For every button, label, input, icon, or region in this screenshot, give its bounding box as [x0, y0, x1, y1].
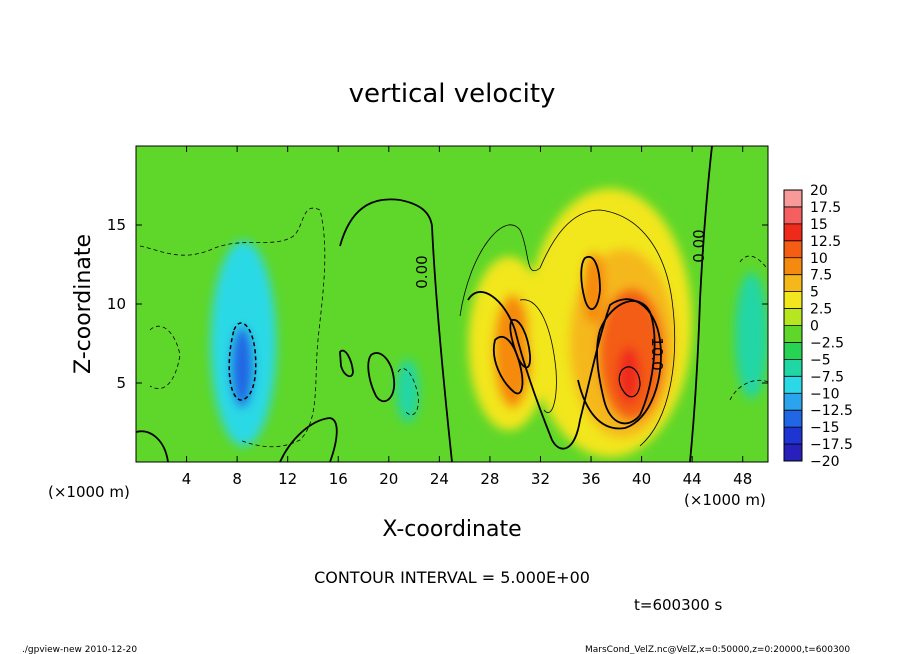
contour-interval: CONTOUR INTERVAL = 5.000E+00 [314, 568, 590, 587]
colorbar-block-3 [784, 240, 802, 259]
y-tick-label-1: 10 [107, 295, 126, 313]
colorbar-label-12: −10 [810, 386, 840, 402]
colorbar-label-7: 2.5 [810, 302, 832, 318]
x-tick-label-9: 40 [632, 470, 651, 488]
x-tick-label-4: 20 [379, 470, 398, 488]
colorbar-label-8: 0 [810, 319, 819, 335]
contour-ten-center [580, 255, 601, 311]
field-feature-2 [396, 359, 420, 423]
footer-right: MarsCond_VelZ.nc@VelZ,x=0:50000,z=0:2000… [585, 645, 850, 654]
chart-title: vertical velocity [349, 79, 556, 109]
colorbar-block-13 [784, 410, 802, 428]
colorbar-label-4: 10 [810, 251, 828, 267]
x-tick-label-3: 16 [329, 470, 348, 488]
contour-lines [136, 146, 768, 462]
colorbar-label-6: 5 [810, 285, 819, 301]
colorbar-label-5: 7.5 [810, 268, 832, 284]
colorbar-label-13: −12.5 [810, 403, 853, 419]
contour-zero-updraft-outer [467, 291, 662, 450]
contour-labels: 0.00 0.00 10.0 [413, 229, 708, 370]
x-tick-label-11: 48 [733, 470, 752, 488]
x-tick-label-6: 28 [480, 470, 499, 488]
colorbar-block-5 [784, 274, 802, 292]
colorbar-block-6 [784, 291, 802, 309]
colorbar-label-3: 12.5 [810, 234, 841, 250]
colorbar-block-9 [784, 342, 802, 360]
contour-neg-left-outer [139, 207, 326, 448]
contour-neg-left-inner [149, 325, 181, 389]
field-feature-3 [735, 272, 768, 399]
colorbar-label-11: −7.5 [810, 369, 844, 385]
x-tick-label-1: 8 [232, 470, 242, 488]
contour-label-zero-2: 0.00 [690, 229, 708, 262]
colorbar-label-0: 20 [810, 183, 828, 199]
y-tick-label-2: 15 [107, 216, 126, 234]
contour-neg-right [739, 255, 768, 271]
colorbar-block-1 [784, 206, 802, 225]
colorbar-block-11 [784, 376, 802, 394]
colorbar: 2017.51512.5107.552.50−2.5−5−7.5−10−12.5… [783, 183, 853, 470]
plot-area: 0.00 0.00 10.0 4 8 12 16 20 24 28 32 36 40 44 48 51… [107, 145, 769, 488]
contour-ten-right [596, 300, 656, 425]
colorbar-label-14: −15 [810, 420, 840, 436]
contour-zero-blob-1 [367, 352, 396, 402]
colorbar-label-10: −5 [810, 352, 831, 368]
contour-label-ten: 10.0 [648, 337, 666, 370]
x-tick-label-0: 4 [182, 470, 192, 488]
contour-neg-core [228, 322, 257, 401]
contour-label-zero-1: 0.00 [413, 255, 431, 288]
colorbar-label-9: −2.5 [810, 335, 844, 351]
field-feature-1 [230, 326, 254, 409]
contour-thin-inner [519, 299, 557, 413]
contour-zero-blob-2 [339, 349, 354, 378]
colorbar-block-7 [784, 308, 802, 326]
colorbar-block-12 [784, 393, 802, 411]
x-tick-label-8: 36 [581, 470, 600, 488]
y-axis-ticks: 5 10 15 [107, 216, 768, 392]
colorbar-block-10 [784, 359, 802, 377]
x-tick-label-10: 44 [683, 470, 702, 488]
colorbar-label-2: 15 [810, 217, 828, 233]
contour-zero-bottom-2 [279, 417, 338, 462]
contour-zero-left-ridge [339, 198, 453, 462]
colorbar-label-15: −17.5 [810, 437, 853, 453]
x-axis-unit: (×1000 m) [48, 483, 130, 501]
contour-neg-mid [397, 368, 419, 416]
y-axis-label: Z-coordinate [71, 234, 96, 374]
colorbar-block-15 [784, 444, 802, 462]
colorbar-label-1: 17.5 [810, 200, 841, 216]
x-axis-label: X-coordinate [382, 517, 521, 542]
contour-ten-left-2 [509, 319, 531, 369]
y-axis-unit: (×1000 m) [684, 491, 766, 509]
colorbar-block-4 [784, 257, 802, 275]
y-tick-label-0: 5 [116, 374, 126, 392]
x-axis-ticks: 4 8 12 16 20 24 28 32 36 40 44 48 [182, 146, 752, 488]
footer-left: ./gpview-new 2010-12-20 [22, 645, 137, 654]
colorbar-block-0 [784, 190, 802, 208]
contour-thin-updraft [459, 209, 676, 447]
contour-ten-left [492, 335, 524, 395]
contour-fifteen-core [618, 366, 641, 398]
colorbar-block-2 [784, 223, 802, 242]
colorbar-block-8 [784, 325, 802, 343]
field-feature-9 [582, 251, 605, 325]
contour-zero-right [689, 146, 713, 462]
x-tick-label-7: 32 [531, 470, 550, 488]
contour-zero-bottom-1 [136, 430, 169, 462]
contour-neg-right-2 [729, 379, 768, 401]
x-tick-label-5: 24 [430, 470, 449, 488]
colorbar-block-14 [784, 427, 802, 445]
colorbar-label-16: −20 [810, 454, 840, 470]
time-stamp: t=600300 s [634, 596, 722, 614]
x-tick-label-2: 12 [278, 470, 297, 488]
field-feature-10 [617, 346, 641, 404]
